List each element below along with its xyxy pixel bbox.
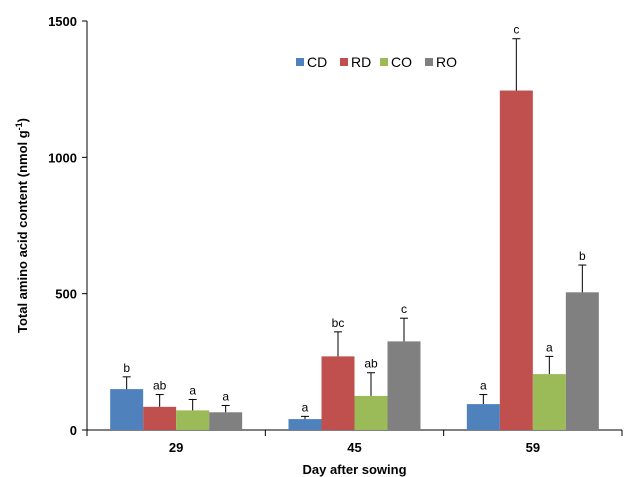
legend-swatch-RO: [425, 58, 433, 66]
significance-label: a: [546, 340, 553, 354]
legend-label-CD: CD: [307, 54, 327, 70]
y-tick-label: 1500: [48, 14, 77, 29]
legend-swatch-CO: [380, 58, 388, 66]
y-axis-title: Total amino acid content (nmol g-1): [14, 118, 30, 333]
bar-RD-59: [499, 90, 533, 430]
bar-RD-45: [321, 356, 355, 430]
y-tick-label: 500: [55, 287, 77, 302]
y-tick-label: 0: [70, 423, 77, 438]
legend-label-RD: RD: [351, 54, 371, 70]
y-tick-label: 1000: [48, 150, 77, 165]
legend-label-RO: RO: [436, 54, 457, 70]
y-axis-title-close: ): [15, 118, 30, 122]
bar-CO-59: [532, 374, 566, 430]
bar-CD-45: [288, 419, 322, 430]
x-tick-label: 45: [347, 440, 361, 455]
bar-RO-29: [209, 412, 243, 430]
y-axis-title-unit-exponent: -1: [14, 122, 24, 130]
bar-CD-29: [110, 389, 144, 430]
significance-label: a: [222, 389, 229, 403]
significance-label: a: [480, 379, 487, 393]
legend-label-CO: CO: [391, 54, 412, 70]
bar-RD-29: [143, 406, 177, 430]
y-axis: 0 500 1000 1500: [48, 14, 88, 438]
significance-label: b: [579, 249, 586, 263]
bar-CD-59: [466, 404, 500, 430]
x-tick-label: 29: [169, 440, 183, 455]
significance-label: bc: [332, 316, 345, 330]
x-tick-label: 59: [526, 440, 540, 455]
bar-RO-45: [387, 341, 421, 430]
significance-label: b: [123, 361, 130, 375]
legend-swatch-CD: [296, 58, 304, 66]
significance-label: ab: [153, 379, 167, 393]
significance-label: a: [189, 383, 196, 397]
x-axis-title: Day after sowing: [302, 462, 406, 477]
significance-label: c: [513, 23, 519, 37]
x-ticks: 29 45 59: [86, 430, 623, 455]
significance-label: a: [302, 400, 309, 414]
legend-swatch-RD: [340, 58, 348, 66]
bar-CO-45: [354, 395, 388, 430]
bars: b a a ab bc c a ab a a c b: [110, 23, 599, 430]
y-ticks: 0 500 1000 1500: [48, 14, 87, 438]
significance-label: ab: [364, 357, 378, 371]
legend: CD RD CO RO: [296, 54, 457, 70]
x-axis: 29 45 59: [86, 429, 623, 455]
bar-CO-29: [176, 410, 210, 430]
bar-RO-59: [565, 292, 599, 430]
significance-label: c: [401, 302, 407, 316]
y-axis-title-main: Total amino acid content (nmol g: [15, 130, 30, 333]
